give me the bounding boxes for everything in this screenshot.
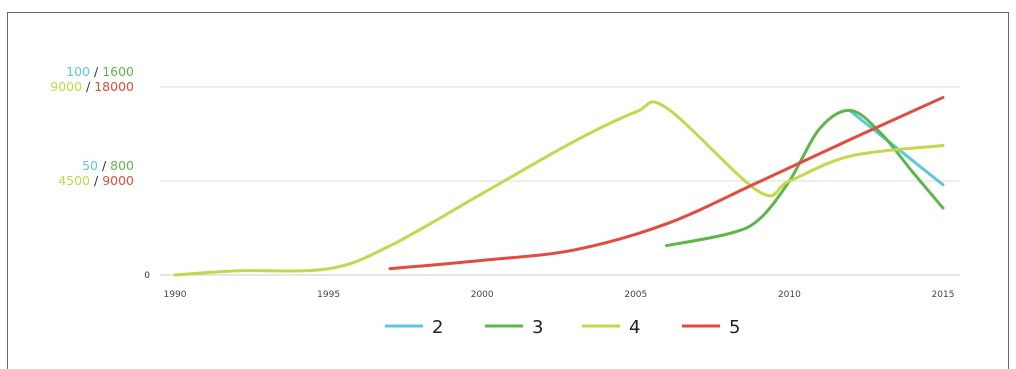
series-lines	[173, 95, 945, 277]
y-axis-label-part: /	[90, 64, 102, 79]
y-axis-label-part: 9000	[50, 79, 82, 94]
legend-label-2: 2	[432, 317, 443, 338]
y-axis-label: 0	[144, 271, 150, 281]
chart-frame	[7, 12, 1009, 369]
series-line-4	[173, 100, 945, 277]
y-axis-label-part: 18000	[94, 79, 134, 94]
x-tick-label: 2000	[471, 290, 494, 300]
y-axis-label-part: 4500	[58, 173, 90, 188]
x-axis-ticks: 1990 1995 2000 2005 2010 2015	[164, 290, 955, 300]
x-tick-label: 2005	[624, 290, 647, 300]
y-axis-label-part: 800	[110, 158, 134, 173]
y-axis-label: 9000 / 18000	[50, 79, 134, 94]
y-axis-label: 4500 / 9000	[58, 173, 134, 188]
y-axis-label-part: /	[82, 79, 94, 94]
y-axis-label-part: 50	[82, 158, 98, 173]
y-axis-label-part: 0	[144, 271, 150, 281]
legend-label-3: 3	[532, 317, 543, 338]
series-line-5	[388, 95, 945, 271]
gridlines	[160, 86, 960, 276]
legend-label-5: 5	[729, 317, 740, 338]
legend-label-4: 4	[629, 317, 640, 338]
y-axis-label: 50 / 800	[82, 158, 134, 173]
y-axis-label-part: /	[98, 158, 110, 173]
y-axis-label-part: /	[90, 173, 102, 188]
y-axis-label-part: 1600	[102, 64, 134, 79]
y-axis-label-part: 9000	[102, 173, 134, 188]
x-tick-label: 2015	[932, 290, 955, 300]
y-axis-label: 100 / 1600	[66, 64, 134, 79]
series-line-3	[665, 108, 945, 248]
x-tick-label: 1995	[317, 290, 340, 300]
x-tick-label: 2010	[778, 290, 801, 300]
y-axis-label-part: 100	[66, 64, 90, 79]
legend: 2 3 4 5	[385, 317, 740, 338]
x-tick-label: 1990	[164, 290, 187, 300]
